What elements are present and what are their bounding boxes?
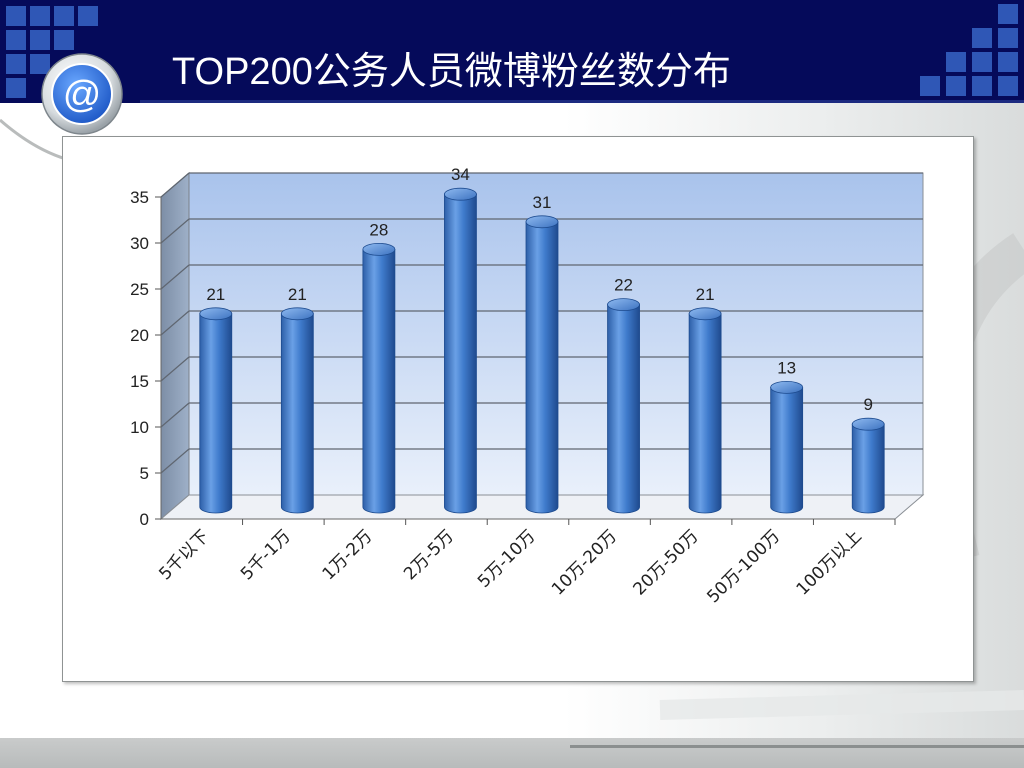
x-tick-label: 2万-5万 xyxy=(400,526,458,584)
bar-top xyxy=(525,215,559,229)
gridline-side xyxy=(160,310,190,336)
bar xyxy=(770,380,804,514)
bar-body xyxy=(688,313,722,514)
bar-body xyxy=(607,304,640,514)
bar-top xyxy=(688,307,722,321)
bar xyxy=(607,298,640,514)
y-tick-label: 20 xyxy=(130,326,149,345)
bar xyxy=(688,307,722,514)
bar-body xyxy=(362,249,396,514)
at-sign-icon: @ xyxy=(41,53,123,135)
y-tick-label: 15 xyxy=(130,372,149,391)
header-underline xyxy=(140,100,1024,103)
data-label: 21 xyxy=(206,285,225,304)
y-tick-label: 10 xyxy=(130,418,149,437)
gridline-side xyxy=(160,356,190,382)
x-tick-label: 100万以上 xyxy=(793,526,866,599)
y-tick-label: 35 xyxy=(130,188,149,207)
footer-bar xyxy=(0,738,1024,768)
data-label: 31 xyxy=(533,193,552,212)
data-label: 13 xyxy=(777,358,796,377)
bar-top xyxy=(607,298,640,312)
bar-top xyxy=(199,307,233,321)
logo-symbol: @ xyxy=(63,74,102,116)
chart-side-wall xyxy=(160,171,190,521)
gridline-side xyxy=(160,172,190,198)
bar-body xyxy=(280,313,314,514)
slide-header xyxy=(0,0,1024,103)
x-tick-label: 10万-20万 xyxy=(548,526,621,599)
slide-title: TOP200公务人员微博粉丝数分布 xyxy=(172,51,731,93)
bar-body xyxy=(444,193,477,514)
chart-frame: 0 5 10 15 20 25 30 35 21 5千以下 21 5千-1万 28 1万-2万 34 2万-5… xyxy=(62,136,974,682)
bar xyxy=(444,187,477,514)
x-tick-label: 5万-10万 xyxy=(474,526,539,591)
bar-body xyxy=(199,313,233,514)
bar xyxy=(525,215,559,514)
data-label: 22 xyxy=(614,276,633,295)
bar-chart: 0 5 10 15 20 25 30 35 21 5千以下 21 5千-1万 28 1万-2万 34 2万-5… xyxy=(130,165,925,607)
y-tick-label: 30 xyxy=(130,234,149,253)
bar xyxy=(199,307,233,514)
bar xyxy=(851,417,885,514)
y-tick-label: 25 xyxy=(130,280,149,299)
bar-top xyxy=(280,307,314,321)
data-label: 34 xyxy=(451,165,470,184)
bar-top xyxy=(770,380,804,394)
gridline-side xyxy=(160,264,190,290)
bar-body xyxy=(851,423,885,514)
data-label: 9 xyxy=(863,395,872,414)
bar-body xyxy=(525,221,559,514)
footer-line xyxy=(570,745,1024,748)
y-tick-label: 0 xyxy=(140,510,149,529)
data-label: 21 xyxy=(288,285,307,304)
data-label: 28 xyxy=(369,220,388,239)
x-tick-label: 50万-100万 xyxy=(703,526,784,607)
bar-top xyxy=(851,417,885,431)
bar xyxy=(280,307,314,514)
bar-top xyxy=(362,243,396,256)
bar-top xyxy=(444,187,477,201)
x-tick-label: 5千以下 xyxy=(155,526,213,584)
bar-body xyxy=(770,387,804,514)
gridline-side xyxy=(160,218,190,244)
data-label: 21 xyxy=(696,285,715,304)
bar xyxy=(362,243,396,514)
y-tick-label: 5 xyxy=(140,464,149,483)
gridline-side xyxy=(160,402,190,428)
gridline-side xyxy=(160,448,190,474)
x-tick-label: 20万-50万 xyxy=(630,526,703,599)
x-tick-label: 1万-2万 xyxy=(319,526,377,584)
x-tick-label: 5千-1万 xyxy=(237,526,295,584)
